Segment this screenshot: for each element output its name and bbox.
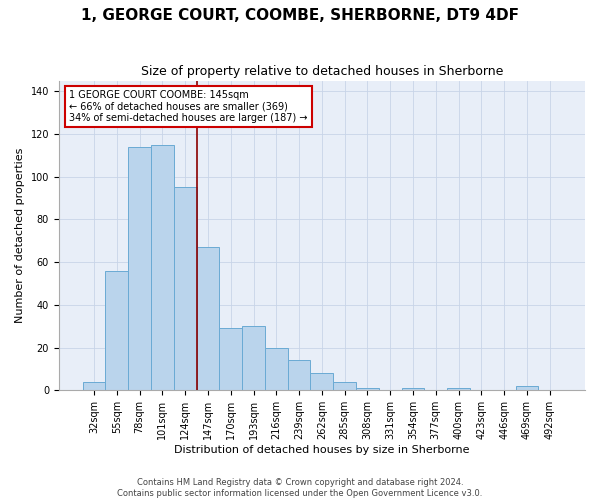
Text: 1, GEORGE COURT, COOMBE, SHERBORNE, DT9 4DF: 1, GEORGE COURT, COOMBE, SHERBORNE, DT9 … xyxy=(81,8,519,22)
Bar xyxy=(106,270,128,390)
Bar xyxy=(128,147,151,390)
Bar xyxy=(83,382,106,390)
Title: Size of property relative to detached houses in Sherborne: Size of property relative to detached ho… xyxy=(141,65,503,78)
Bar xyxy=(401,388,424,390)
Bar xyxy=(242,326,265,390)
Bar xyxy=(447,388,470,390)
Bar xyxy=(310,374,333,390)
Bar xyxy=(288,360,310,390)
Bar xyxy=(197,247,220,390)
Bar xyxy=(265,348,288,391)
Bar xyxy=(220,328,242,390)
Bar xyxy=(356,388,379,390)
Text: 1 GEORGE COURT COOMBE: 145sqm
← 66% of detached houses are smaller (369)
34% of : 1 GEORGE COURT COOMBE: 145sqm ← 66% of d… xyxy=(70,90,308,123)
Bar xyxy=(515,386,538,390)
X-axis label: Distribution of detached houses by size in Sherborne: Distribution of detached houses by size … xyxy=(174,445,470,455)
Bar xyxy=(151,144,174,390)
Text: Contains HM Land Registry data © Crown copyright and database right 2024.
Contai: Contains HM Land Registry data © Crown c… xyxy=(118,478,482,498)
Y-axis label: Number of detached properties: Number of detached properties xyxy=(15,148,25,323)
Bar xyxy=(174,188,197,390)
Bar xyxy=(333,382,356,390)
